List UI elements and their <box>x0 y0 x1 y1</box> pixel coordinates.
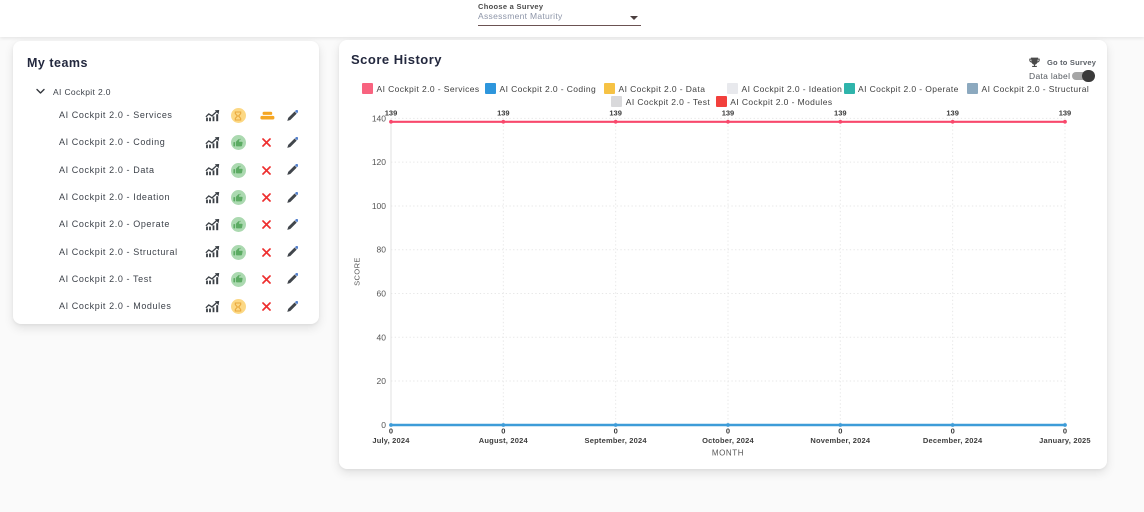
svg-text:139: 139 <box>1059 109 1072 118</box>
svg-text:0: 0 <box>389 427 393 436</box>
svg-text:139: 139 <box>834 109 847 118</box>
svg-text:0: 0 <box>838 427 842 436</box>
svg-text:100: 100 <box>372 201 386 211</box>
svg-text:139: 139 <box>946 109 959 118</box>
svg-text:0: 0 <box>1063 427 1067 436</box>
svg-text:139: 139 <box>722 109 735 118</box>
svg-text:0: 0 <box>951 427 955 436</box>
svg-text:0: 0 <box>614 427 618 436</box>
svg-text:120: 120 <box>372 157 386 167</box>
svg-text:0: 0 <box>381 420 386 430</box>
svg-text:September, 2024: September, 2024 <box>585 436 648 445</box>
svg-text:July, 2024: July, 2024 <box>372 436 410 445</box>
svg-text:20: 20 <box>377 376 387 386</box>
svg-text:SCORE: SCORE <box>353 257 362 286</box>
svg-text:August, 2024: August, 2024 <box>479 436 529 445</box>
svg-text:October, 2024: October, 2024 <box>702 436 754 445</box>
svg-text:40: 40 <box>377 332 387 342</box>
svg-text:80: 80 <box>377 245 387 255</box>
svg-text:0: 0 <box>501 427 505 436</box>
svg-text:139: 139 <box>385 109 398 118</box>
svg-text:January, 2025: January, 2025 <box>1039 436 1091 445</box>
svg-text:60: 60 <box>377 288 387 298</box>
svg-text:December, 2024: December, 2024 <box>923 436 983 445</box>
svg-text:MONTH: MONTH <box>712 449 744 458</box>
svg-text:140: 140 <box>372 113 386 123</box>
svg-text:139: 139 <box>609 109 622 118</box>
svg-text:0: 0 <box>726 427 730 436</box>
svg-text:139: 139 <box>497 109 510 118</box>
svg-text:November, 2024: November, 2024 <box>810 436 871 445</box>
